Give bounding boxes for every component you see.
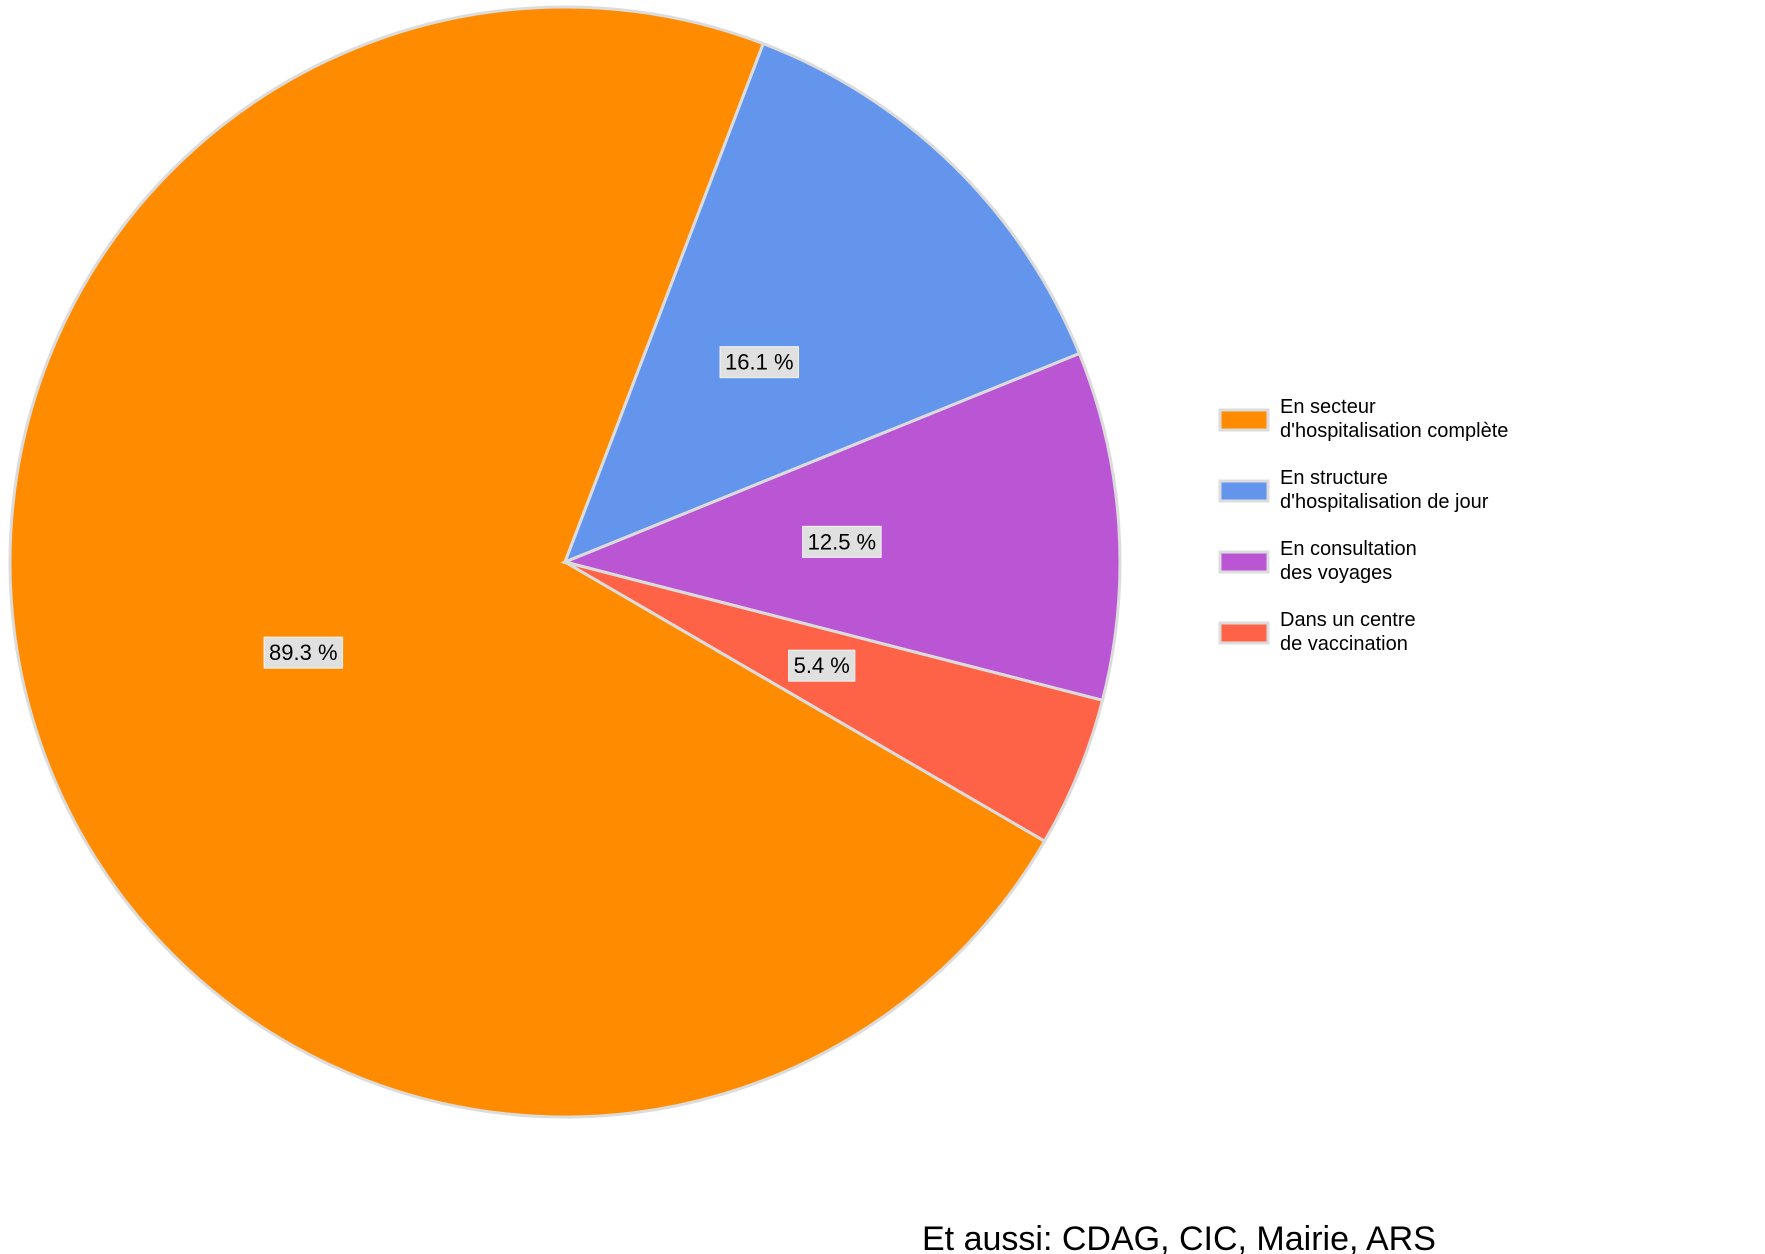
value-label: 5.4 % — [794, 653, 850, 678]
legend-line: En structure — [1280, 467, 1388, 489]
legend-line: de vaccination — [1280, 633, 1408, 655]
legend-label: En secteur d'hospitalisation complète — [1280, 396, 1508, 442]
legend-label: En structure d'hospitalisation de jour — [1280, 467, 1489, 513]
legend-swatch — [1218, 621, 1270, 645]
legend-swatch — [1218, 550, 1270, 574]
legend-label: En consultation des voyages — [1280, 538, 1417, 584]
pie-slice — [562, 41, 1082, 565]
legend-swatch — [1218, 408, 1270, 432]
legend-line: d'hospitalisation de jour — [1280, 491, 1489, 513]
value-label: 89.3 % — [269, 640, 338, 665]
legend-line: En consultation — [1280, 538, 1417, 560]
legend-line: Dans un centre — [1280, 609, 1416, 631]
legend-line: des voyages — [1280, 562, 1392, 584]
pie-slice — [8, 5, 1047, 1119]
legend-swatch — [1218, 479, 1270, 503]
value-label-bg — [719, 346, 800, 379]
value-label: 16.1 % — [725, 350, 794, 375]
pie-slice — [564, 560, 1105, 844]
legend-line: d'hospitalisation complète — [1280, 420, 1508, 442]
annotation: Et aussi: CDAG, CIC, Mairie, ARS — [922, 1220, 1436, 1254]
legend-label: Dans un centre de vaccination — [1280, 609, 1416, 655]
legend-line: En secteur — [1280, 396, 1376, 418]
value-label-bg — [788, 649, 856, 682]
value-label-bg — [802, 525, 882, 558]
value-label-bg — [263, 636, 344, 669]
value-label: 12.5 % — [808, 529, 877, 554]
